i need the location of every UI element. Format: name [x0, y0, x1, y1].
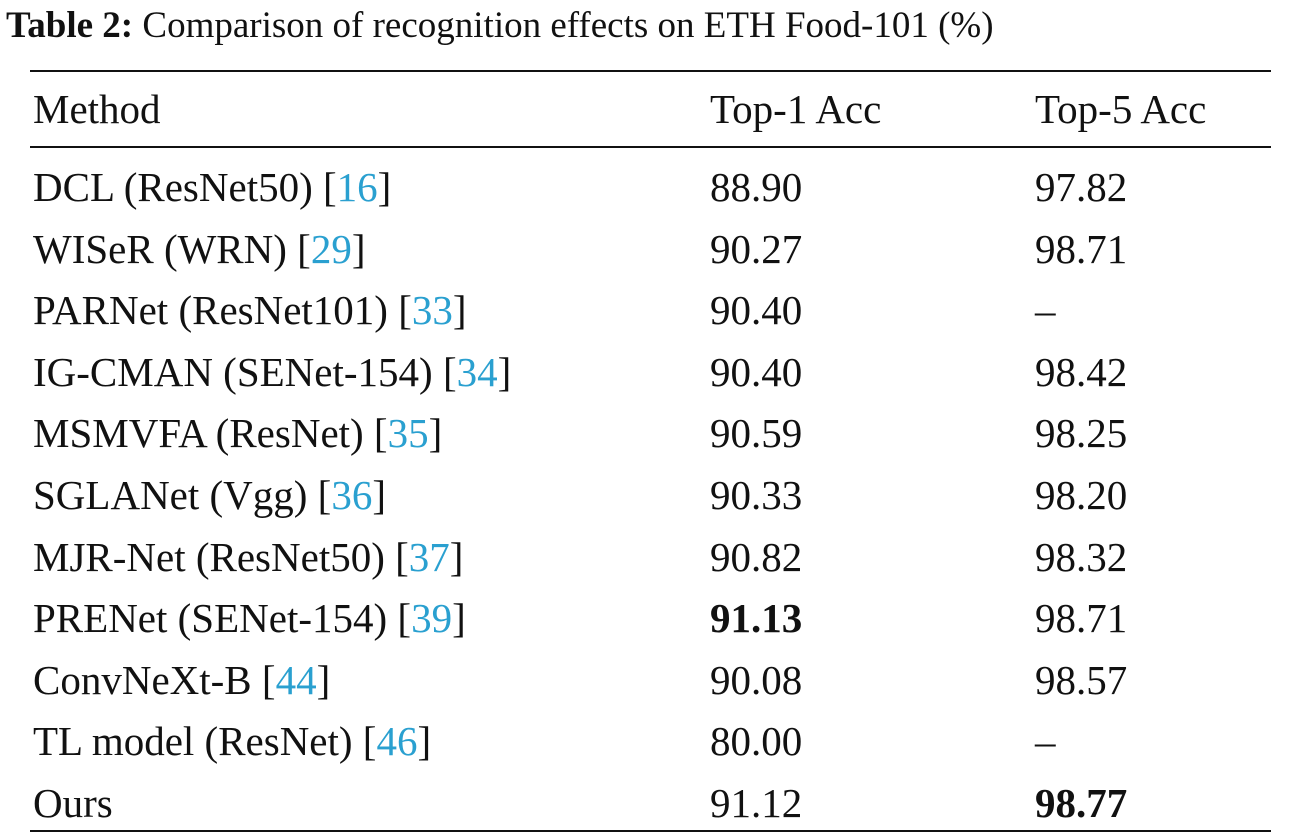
citation-close-bracket: ]	[428, 410, 443, 457]
top5-cell: –	[1035, 718, 1056, 765]
caption-label: Table 2:	[6, 5, 134, 46]
method-name: TL model (ResNet) [	[33, 718, 377, 765]
method-cell: ConvNeXt-B [44]	[33, 649, 330, 711]
method-cell: WISeR (WRN) [29]	[33, 218, 365, 280]
top1-cell: 90.82	[710, 533, 803, 580]
top1-cell: 88.90	[710, 164, 803, 210]
method-cell: MJR-Net (ResNet50) [37]	[33, 526, 463, 588]
table-row: Ours 91.12 98.77	[0, 772, 1291, 834]
citation-link[interactable]: 34	[456, 348, 498, 395]
citation-link[interactable]: 44	[275, 656, 317, 703]
table-row: MJR-Net (ResNet50) [37] 90.82 98.32	[0, 526, 1291, 588]
citation-close-bracket: ]	[377, 164, 392, 210]
method-name: PARNet (ResNet101) [	[33, 287, 412, 334]
method-cell: TL model (ResNet) [46]	[33, 710, 431, 772]
header-rule	[30, 146, 1271, 148]
table-row: PRENet (SENet-154) [39] 91.13 98.71	[0, 587, 1291, 649]
method-cell: Ours	[33, 772, 113, 834]
top5-cell: 98.25	[1035, 410, 1128, 457]
top5-cell: 98.71	[1035, 225, 1128, 272]
top5-cell: 98.32	[1035, 533, 1128, 580]
top5-cell: 98.57	[1035, 656, 1128, 703]
citation-link[interactable]: 16	[336, 164, 378, 210]
top1-cell: 90.59	[710, 410, 803, 457]
table-row: WISeR (WRN) [29] 90.27 98.71	[0, 218, 1291, 280]
citation-close-bracket: ]	[351, 225, 366, 272]
citation-close-bracket: ]	[372, 472, 386, 518]
top5-cell: 97.82	[1035, 164, 1128, 210]
top1-cell: 91.13	[710, 595, 803, 642]
citation-link[interactable]: 39	[411, 595, 453, 642]
citation-link[interactable]: 46	[376, 718, 418, 765]
top1-cell: 80.00	[710, 718, 803, 765]
method-name: PRENet (SENet-154) [	[33, 595, 412, 642]
top1-cell: 90.40	[710, 287, 803, 334]
method-name: ConvNeXt-B [	[33, 656, 276, 703]
top1-cell: 91.12	[710, 780, 803, 826]
method-cell: MSMVFA (ResNet) [35]	[33, 402, 442, 464]
table-row: ConvNeXt-B [44] 90.08 98.57	[0, 649, 1291, 711]
method-name: MSMVFA (ResNet) [	[33, 410, 388, 457]
header-top5: Top-5 Acc	[1035, 86, 1207, 132]
citation-close-bracket: ]	[452, 287, 467, 334]
caption-text: Comparison of recognition effects on ETH…	[142, 5, 994, 46]
citation-link[interactable]: 36	[331, 472, 373, 518]
top1-cell: 90.27	[710, 225, 803, 272]
table-row: PARNet (ResNet101) [33] 90.40 –	[0, 279, 1291, 341]
top5-cell: 98.77	[1035, 780, 1128, 826]
top1-cell: 90.08	[710, 656, 803, 703]
method-cell: PARNet (ResNet101) [33]	[33, 279, 467, 341]
citation-link[interactable]: 29	[310, 225, 352, 272]
method-name: WISeR (WRN) [	[33, 225, 311, 272]
citation-close-bracket: ]	[452, 595, 466, 642]
header-method: Method	[33, 86, 161, 132]
bottom-rule	[30, 830, 1271, 832]
method-cell: IG-CMAN (SENet-154) [34]	[33, 341, 511, 403]
top5-cell: 98.71	[1035, 595, 1128, 642]
top5-cell: –	[1035, 287, 1056, 334]
table-caption: Table 2: Comparison of recognition effec…	[6, 4, 994, 48]
top5-cell: 98.42	[1035, 348, 1128, 395]
citation-close-bracket: ]	[497, 348, 512, 395]
method-cell: PRENet (SENet-154) [39]	[33, 587, 466, 649]
method-name: MJR-Net (ResNet50) [	[33, 533, 409, 580]
citation-close-bracket: ]	[449, 533, 464, 580]
method-name: DCL (ResNet50) [	[33, 164, 337, 210]
citation-close-bracket: ]	[417, 718, 432, 765]
citation-link[interactable]: 37	[408, 533, 450, 580]
table-row: IG-CMAN (SENet-154) [34] 90.40 98.42	[0, 341, 1291, 403]
top5-cell: 98.20	[1035, 472, 1128, 518]
method-cell: SGLANet (Vgg) [36]	[33, 464, 386, 526]
header-row: Method Top-1 Acc Top-5 Acc	[0, 78, 1291, 140]
top-rule	[30, 70, 1271, 72]
method-cell: DCL (ResNet50) [16]	[33, 156, 391, 218]
citation-link[interactable]: 33	[411, 287, 453, 334]
table-row: MSMVFA (ResNet) [35] 90.59 98.25	[0, 402, 1291, 464]
table-row: DCL (ResNet50) [16] 88.90 97.82	[0, 156, 1291, 218]
top1-cell: 90.40	[710, 348, 803, 395]
citation-close-bracket: ]	[316, 656, 331, 703]
method-name: SGLANet (Vgg) [	[33, 472, 332, 518]
method-name: Ours	[33, 780, 113, 826]
header-top1: Top-1 Acc	[710, 86, 882, 132]
citation-link[interactable]: 35	[387, 410, 429, 457]
table-row: TL model (ResNet) [46] 80.00 –	[0, 710, 1291, 772]
method-name: IG-CMAN (SENet-154) [	[33, 348, 457, 395]
top1-cell: 90.33	[710, 472, 803, 518]
table-row: SGLANet (Vgg) [36] 90.33 98.20	[0, 464, 1291, 526]
